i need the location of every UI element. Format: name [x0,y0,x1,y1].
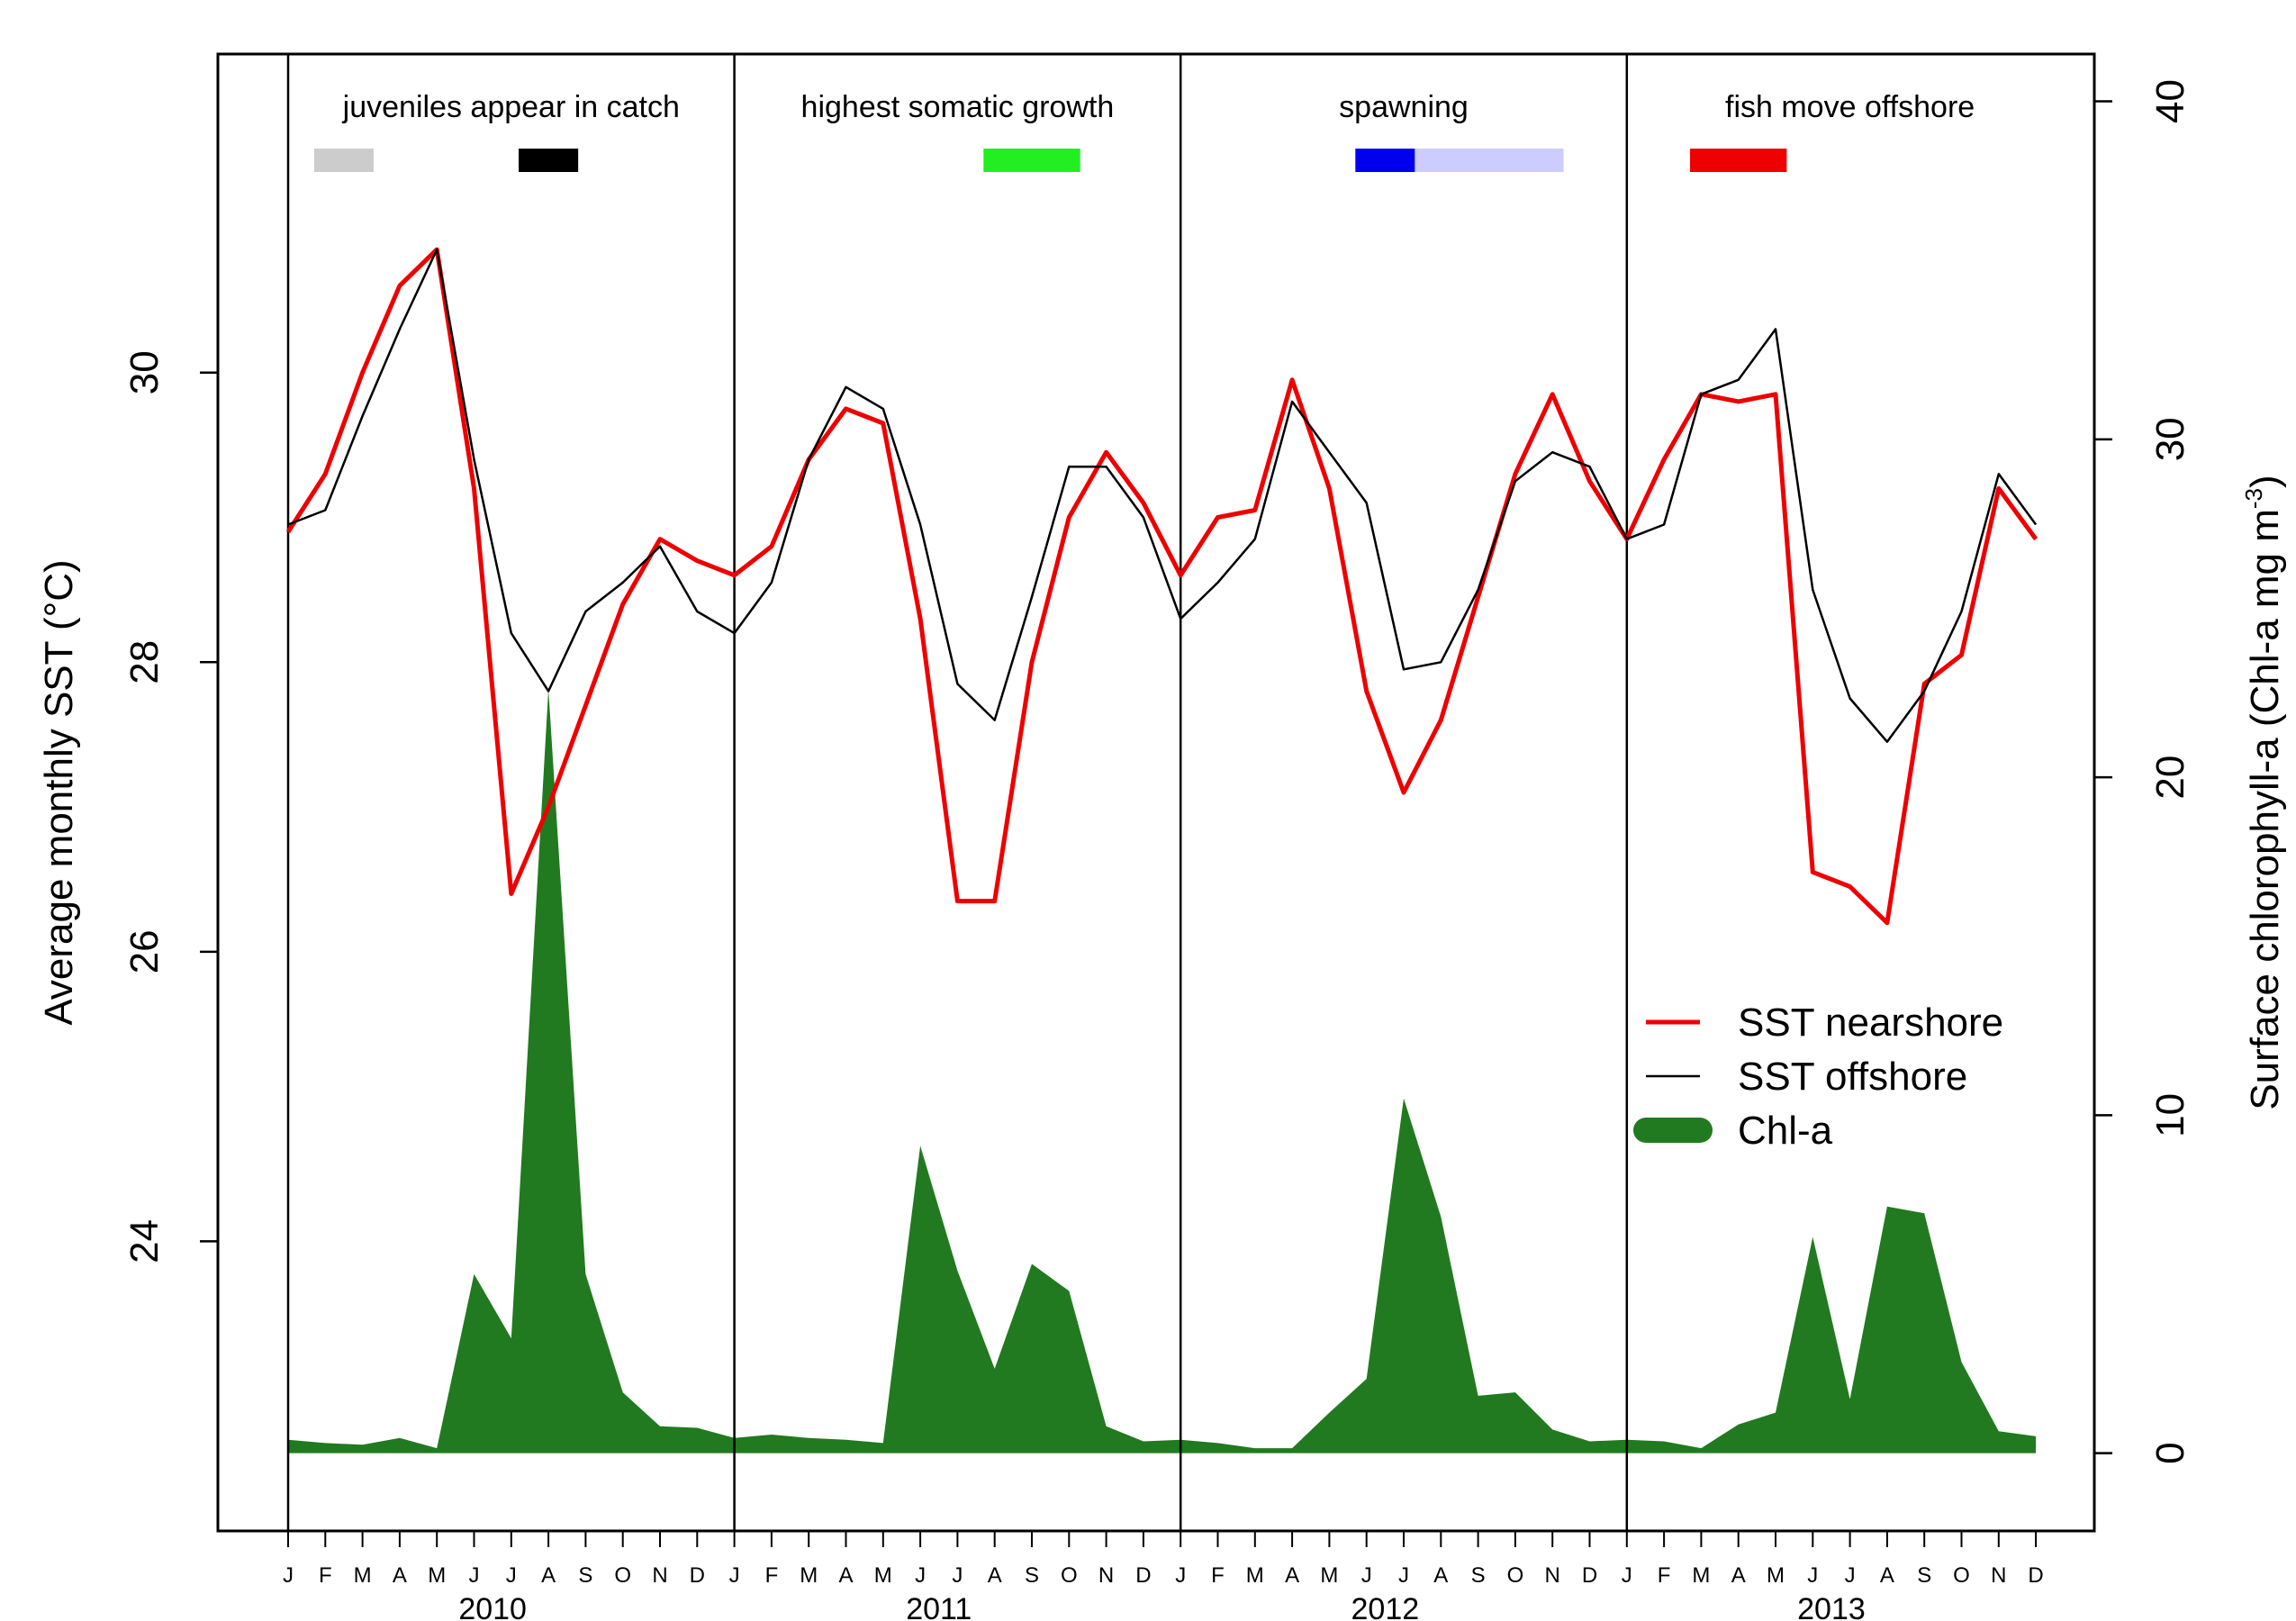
x-month-label-22: N [1098,1563,1114,1588]
x-month-label-20: S [1025,1563,1039,1588]
x-month-label-33: O [1507,1563,1524,1588]
x-month-label-29: J [1361,1563,1372,1588]
sst-nearshore-line [285,247,2038,926]
x-month-label-39: A [1731,1563,1746,1588]
x-month-label-21: O [1061,1563,1078,1588]
right-tick-label-1: 10 [2148,1093,2192,1137]
right-y-axis: Surface chlorophyll-a (Chl-a mg m-3) 0 10… [2093,79,2287,1464]
x-month-label-4: M [428,1563,446,1588]
x-month-label-7: A [541,1563,556,1588]
x-month-label-30: J [1398,1563,1409,1588]
right-tick-label-4: 40 [2148,79,2192,123]
sst-offshore-line [287,248,2038,743]
x-month-label-42: J [1845,1563,1856,1588]
phase-bar-3-0 [1690,149,1787,172]
x-month-label-47: D [2028,1563,2043,1588]
phase-bar-2-1 [1415,149,1564,172]
legend-label-2: Chl-a [1738,1109,1833,1153]
x-month-label-26: M [1246,1563,1264,1588]
x-year-label-2: 2012 [1351,1592,1420,1621]
left-y-axis-title: Average monthly SST (°C) [37,559,81,1025]
phase-bar-0-1 [519,149,579,172]
phase-bar-2-0 [1355,149,1415,172]
right-y-axis-title-end: ) [2243,475,2287,488]
x-month-label-36: J [1622,1563,1632,1588]
right-tick-label-3: 30 [2148,417,2192,461]
x-month-label-23: D [1135,1563,1151,1588]
x-month-label-1: F [319,1563,332,1588]
x-month-label-10: N [652,1563,667,1588]
right-y-axis-title: Surface chlorophyll-a (Chl-a mg m-3) [2240,475,2287,1109]
x-month-label-35: D [1582,1563,1597,1588]
phase-label-2: spawning [1339,90,1469,124]
x-month-label-38: M [1692,1563,1710,1588]
x-month-label-43: A [1880,1563,1894,1588]
x-month-label-41: J [1807,1563,1818,1588]
x-month-label-25: F [1211,1563,1225,1588]
phase-label-1: highest somatic growth [801,90,1115,124]
x-month-label-17: J [915,1563,926,1588]
year-dividers [286,54,1629,1531]
chla-area [288,689,2037,1453]
x-month-label-27: A [1285,1563,1299,1588]
phase-label-3: fish move offshore [1725,90,1975,124]
x-month-label-9: O [614,1563,631,1588]
x-month-label-13: F [765,1563,779,1588]
x-month-label-5: J [469,1563,480,1588]
x-year-label-3: 2013 [1797,1592,1866,1621]
right-y-axis-title-main: Surface chlorophyll-a (Chl-a mg m [2243,509,2287,1110]
x-year-label-0: 2010 [458,1592,527,1621]
x-month-label-44: S [1917,1563,1931,1588]
x-month-label-32: S [1471,1563,1486,1588]
legend-label-0: SST nearshore [1738,1001,2003,1045]
left-tick-label-2: 28 [122,640,167,684]
x-month-label-18: J [952,1563,963,1588]
x-month-label-28: M [1320,1563,1338,1588]
x-month-label-45: O [1953,1563,1970,1588]
left-tick-label-0: 24 [122,1219,167,1263]
left-y-axis: Average monthly SST (°C) 24 26 28 30 [37,350,220,1263]
x-month-label-19: A [988,1563,1002,1588]
x-month-label-37: F [1658,1563,1671,1588]
x-month-label-8: S [578,1563,592,1588]
legend-label-1: SST offshore [1738,1055,1967,1099]
x-month-label-11: D [690,1563,705,1588]
x-month-label-2: M [354,1563,372,1588]
right-tick-label-0: 0 [2148,1442,2192,1463]
left-tick-label-1: 26 [122,929,167,974]
phase-bar-0-0 [313,149,374,172]
legend: SST nearshore SST offshore Chl-a [1633,1001,2003,1153]
phase-label-0: juveniles appear in catch [342,90,680,124]
x-month-label-34: N [1545,1563,1560,1588]
x-month-label-12: J [729,1563,740,1588]
chla-area-layer [288,689,2037,1453]
x-month-label-16: M [874,1563,892,1588]
x-year-label-1: 2011 [906,1592,972,1621]
right-y-axis-title-superscript: -3 [2240,488,2267,509]
phase-bar-1-0 [983,149,1080,172]
right-tick-label-2: 20 [2148,756,2192,800]
x-month-label-14: M [800,1563,818,1588]
x-month-label-24: J [1175,1563,1186,1588]
x-month-label-46: N [1991,1563,2006,1588]
phase-annotations: juveniles appear in catch highest somatic… [313,90,1975,172]
x-month-label-0: J [283,1563,294,1588]
x-month-label-40: M [1767,1563,1785,1588]
x-month-label-31: A [1433,1563,1448,1588]
x-month-label-15: A [838,1563,853,1588]
x-month-label-3: A [393,1563,407,1588]
left-tick-label-3: 30 [122,350,167,394]
x-month-label-6: J [506,1563,517,1588]
sst-lines-layer [285,247,2038,926]
